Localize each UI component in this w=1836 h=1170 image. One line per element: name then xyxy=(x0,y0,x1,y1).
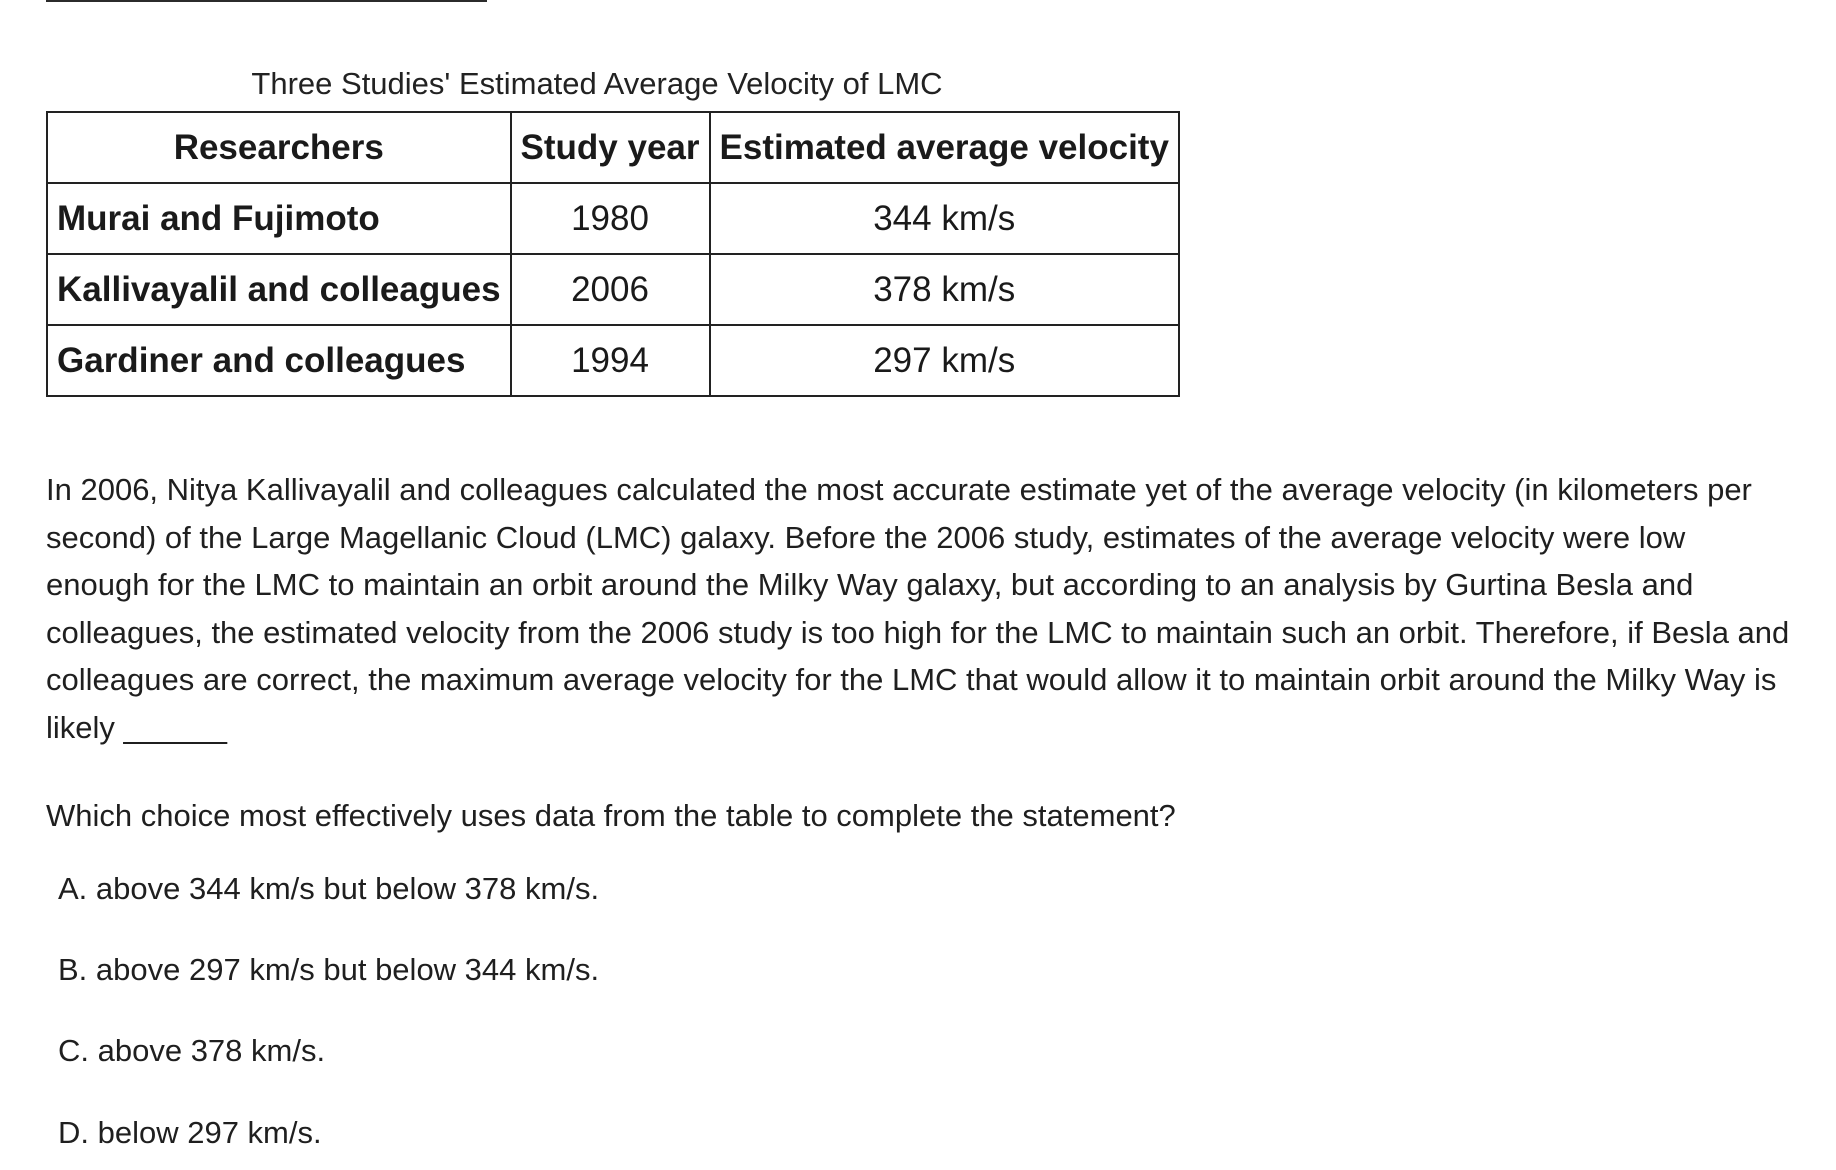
cell-researchers: Gardiner and colleagues xyxy=(46,324,512,397)
table-row: Gardiner and colleagues 1994 297 km/s xyxy=(46,324,1180,397)
cell-velocity: 378 km/s xyxy=(708,253,1180,326)
column-header-researchers: Researchers xyxy=(46,111,512,184)
answer-choice-b[interactable]: B. above 297 km/s but below 344 km/s. xyxy=(58,952,600,987)
answer-choice-a[interactable]: A. above 344 km/s but below 378 km/s. xyxy=(58,871,600,906)
table-caption: Three Studies' Estimated Average Velocit… xyxy=(251,66,943,101)
cell-researchers: Murai and Fujimoto xyxy=(46,182,512,255)
velocity-table: Researchers Study year Estimated average… xyxy=(46,111,1180,397)
passage-text: In 2006, Nitya Kallivayalil and colleagu… xyxy=(46,472,1790,745)
answer-choice-c[interactable]: C. above 378 km/s. xyxy=(58,1033,326,1068)
cell-velocity: 297 km/s xyxy=(708,324,1180,397)
table-row: Murai and Fujimoto 1980 344 km/s xyxy=(46,182,1180,255)
top-divider xyxy=(46,0,487,2)
answer-choice-d[interactable]: D. below 297 km/s. xyxy=(58,1115,322,1150)
cell-velocity: 344 km/s xyxy=(708,182,1180,255)
cell-study-year: 1994 xyxy=(509,324,711,397)
cell-study-year: 1980 xyxy=(509,182,711,255)
table-header-row: Researchers Study year Estimated average… xyxy=(46,111,1180,184)
table-row: Kallivayalil and colleagues 2006 378 km/… xyxy=(46,253,1180,326)
question-prompt: Which choice most effectively uses data … xyxy=(46,798,1176,833)
cell-researchers: Kallivayalil and colleagues xyxy=(46,253,512,326)
column-header-velocity: Estimated average velocity xyxy=(708,111,1180,184)
column-header-study-year: Study year xyxy=(509,111,711,184)
cell-study-year: 2006 xyxy=(509,253,711,326)
